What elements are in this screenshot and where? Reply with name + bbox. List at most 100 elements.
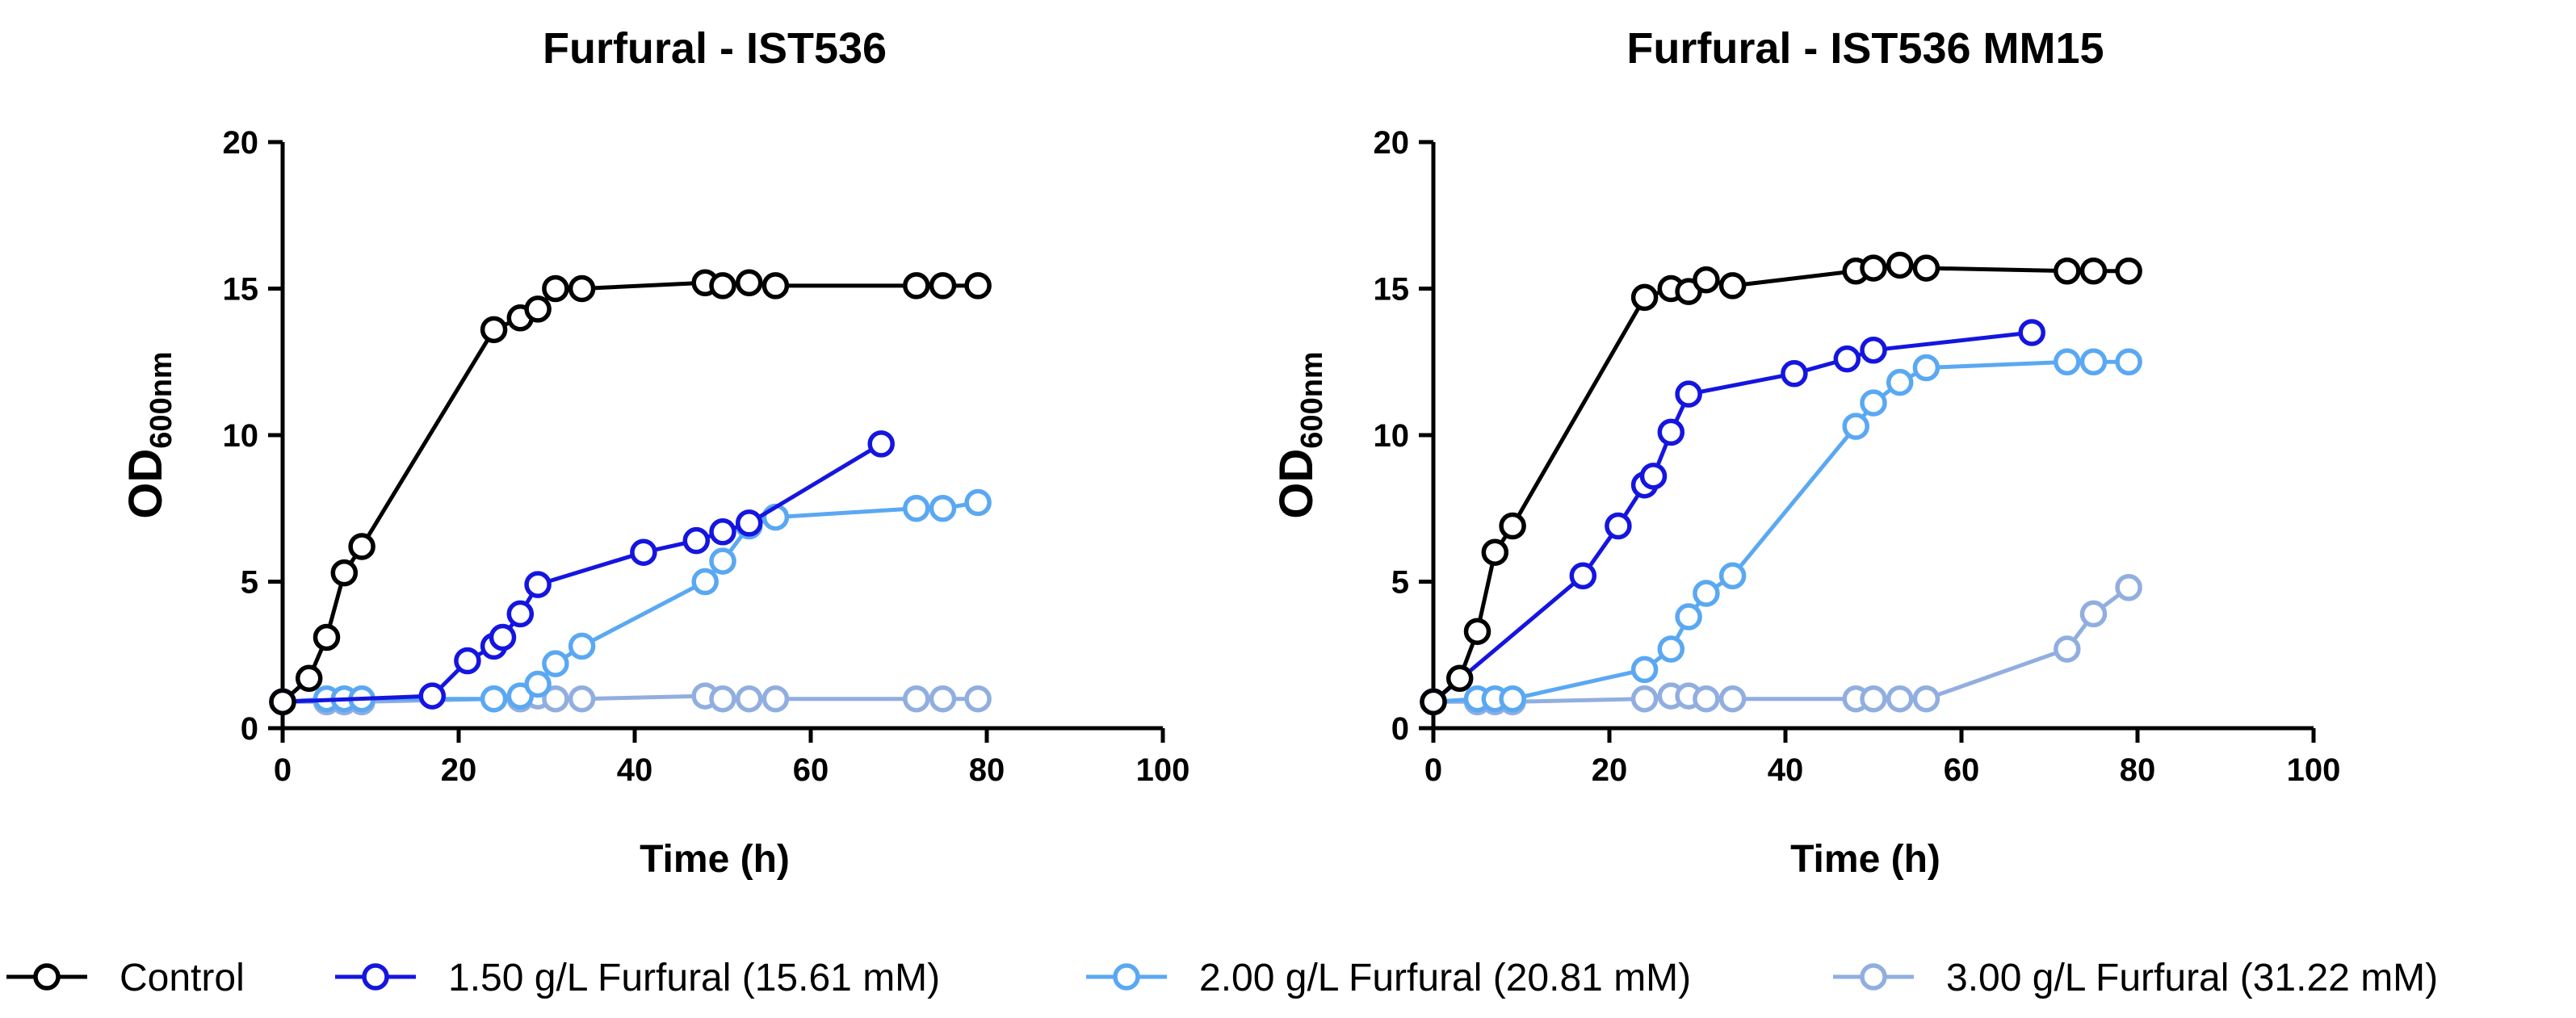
data-point	[1657, 418, 1685, 446]
legend-label: 1.50 g/L Furfural (15.61 mM)	[448, 957, 940, 999]
x-tick-label: 40	[617, 752, 653, 788]
x-tick-label: 20	[1592, 752, 1628, 788]
data-point	[1912, 254, 1940, 282]
data-point	[489, 623, 517, 651]
y-tick-label: 5	[241, 565, 258, 601]
x-tick-label: 60	[1944, 752, 1980, 788]
data-point	[964, 272, 992, 300]
x-tick-label: 100	[1136, 752, 1190, 788]
legend: Control 1.50 g/L Furfural (15.61 mM) 2.00 …	[6, 957, 2438, 999]
legend-label: 2.00 g/L Furfural (20.81 mM)	[1199, 957, 1691, 999]
x-axis-label: Time (h)	[640, 838, 790, 881]
y-axis-label-main: OD	[120, 449, 172, 519]
x-tick-label: 100	[2287, 752, 2341, 788]
data-point	[2054, 348, 2081, 375]
data-point	[1481, 538, 1509, 566]
series-control	[269, 269, 992, 716]
legend-item-2-00-g-l-furfural-20-81-mm: 2.00 g/L Furfural (20.81 mM)	[1086, 957, 1691, 999]
data-point	[630, 538, 657, 566]
data-point	[929, 495, 957, 522]
x-tick-label: 80	[969, 752, 1005, 788]
legend-marker	[362, 963, 389, 991]
data-point	[2115, 574, 2142, 601]
data-point	[682, 526, 711, 555]
data-point	[313, 623, 341, 651]
data-point	[348, 533, 375, 560]
data-point	[1657, 635, 1685, 663]
series-1-50-g-l-furfural-15-61-mm	[269, 430, 895, 716]
data-point	[568, 685, 596, 713]
series-line	[282, 442, 883, 704]
data-point	[2018, 319, 2045, 346]
legend-item-control: Control	[6, 957, 245, 999]
data-point	[1630, 656, 1659, 684]
data-point	[735, 509, 763, 537]
x-tick-label: 60	[793, 752, 829, 788]
x-tick-label: 0	[274, 752, 292, 788]
data-point	[1860, 685, 1887, 713]
data-point	[1569, 562, 1597, 589]
legend-marker	[1860, 963, 1887, 991]
data-point	[330, 559, 359, 587]
x-tick-label: 20	[441, 752, 477, 788]
x-tick-label: 40	[1768, 752, 1804, 788]
y-axis-label-sub: 600nm	[145, 351, 178, 448]
data-point	[1912, 685, 1940, 713]
legend-label: Control	[120, 957, 245, 999]
data-point	[929, 685, 957, 713]
data-point	[2054, 257, 2081, 285]
data-point	[1639, 463, 1668, 490]
data-point	[1693, 266, 1720, 294]
series-3-00-g-l-furfural-31-22-mm	[1420, 574, 2142, 716]
data-point	[1675, 380, 1702, 408]
data-point	[2079, 348, 2108, 375]
data-point	[1499, 685, 1526, 713]
data-point	[568, 632, 596, 660]
data-point	[964, 488, 992, 517]
data-point	[2115, 348, 2142, 375]
y-axis-label-sub: 600nm	[1295, 351, 1329, 448]
data-point	[524, 295, 552, 323]
data-point	[929, 272, 957, 300]
data-point	[1781, 360, 1808, 388]
y-tick-label: 10	[223, 418, 259, 454]
data-point	[2079, 600, 2108, 628]
y-axis-label-main: OD	[1270, 449, 1323, 519]
data-point	[709, 518, 736, 546]
data-point	[454, 647, 481, 675]
legend-item-1-50-g-l-furfural-15-61-mm: 1.50 g/L Furfural (15.61 mM)	[335, 957, 940, 999]
data-point	[542, 274, 569, 303]
y-tick-label: 0	[1391, 711, 1409, 747]
y-axis-label: OD600nm	[1270, 351, 1329, 518]
data-point	[709, 547, 736, 575]
y-tick-label: 15	[1374, 272, 1410, 308]
data-point	[735, 269, 763, 296]
data-point	[1693, 685, 1720, 713]
data-point	[1605, 512, 1632, 540]
series-line	[282, 501, 979, 704]
x-tick-label: 0	[1424, 752, 1442, 788]
data-point	[1860, 389, 1887, 417]
data-point	[542, 685, 569, 713]
y-tick-label: 5	[1391, 565, 1409, 601]
series-line	[1433, 359, 2129, 704]
y-tick-label: 20	[1374, 125, 1410, 161]
data-point	[964, 685, 992, 713]
data-point	[735, 685, 763, 713]
chart-title: Furfural - IST536	[543, 24, 887, 73]
data-point	[709, 685, 736, 713]
data-point	[568, 274, 596, 303]
data-point	[1445, 664, 1474, 693]
data-point	[1842, 413, 1869, 440]
data-point	[1420, 688, 1447, 716]
series-control	[1420, 251, 2142, 716]
data-point	[761, 272, 790, 300]
chart-panel-ist536: Furfural - IST536 0 20 40 60 80 100 0 5 10 15 20 Tim…	[120, 24, 1189, 881]
legend-item-3-00-g-l-furfural-31-22-mm: 3.00 g/L Furfural (31.22 mM)	[1833, 957, 2438, 999]
data-point	[1630, 685, 1659, 713]
data-point	[903, 272, 930, 300]
data-point	[1675, 603, 1702, 630]
data-point	[1718, 685, 1747, 713]
data-point	[1886, 368, 1914, 396]
